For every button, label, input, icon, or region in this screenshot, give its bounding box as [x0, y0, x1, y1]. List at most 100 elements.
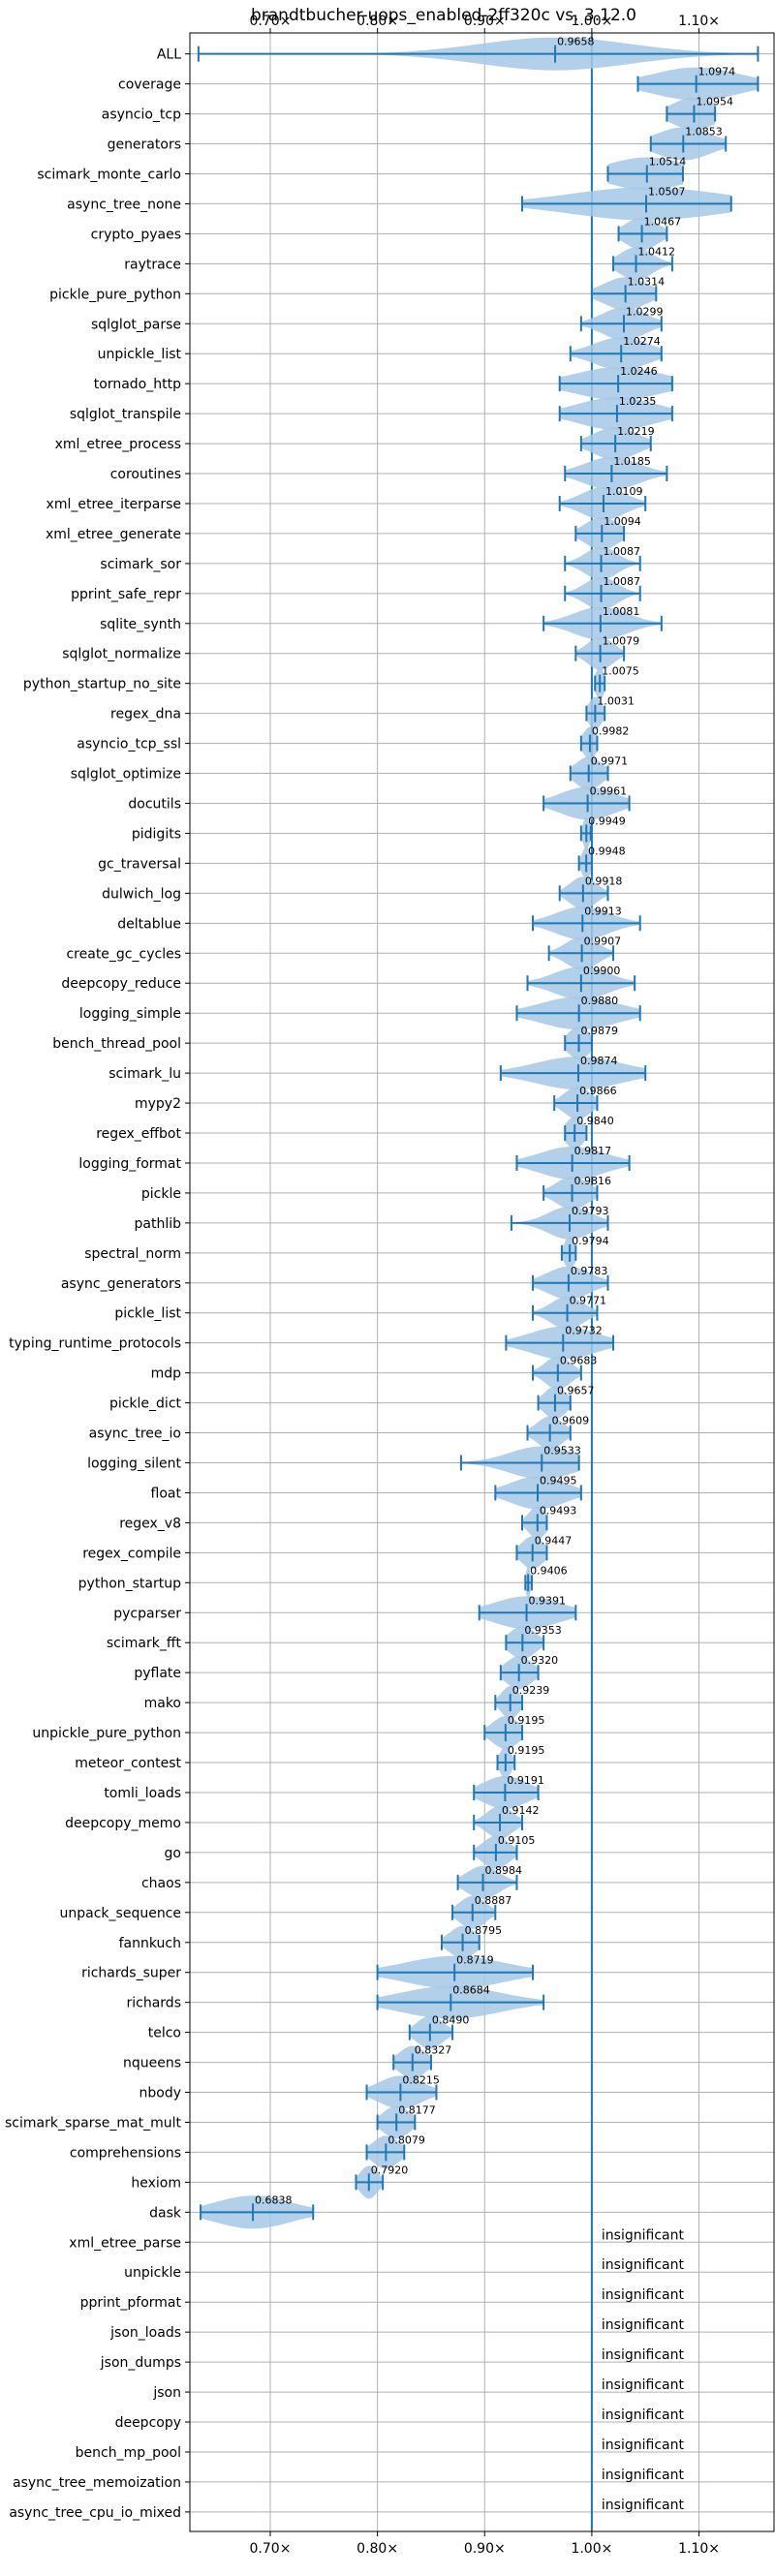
value-label: 1.0412: [637, 245, 675, 258]
value-label: 0.9658: [557, 36, 595, 48]
category-label: tomli_loads: [104, 1786, 181, 1801]
category-label: deepcopy_reduce: [61, 976, 181, 992]
category-label: deltablue: [117, 916, 181, 932]
category-label: comprehensions: [70, 2145, 181, 2161]
value-label: 0.9239: [512, 1684, 550, 1697]
value-label: 0.9142: [502, 1804, 540, 1817]
category-label: coverage: [118, 77, 181, 93]
value-label: 1.0031: [597, 695, 635, 708]
insignificant-label: insignificant: [602, 2257, 685, 2273]
category-label: pyflate: [134, 1666, 181, 1681]
category-label: pprint_safe_repr: [71, 587, 181, 602]
value-label: 0.9961: [590, 785, 628, 798]
category-label: sqlglot_optimize: [71, 767, 181, 782]
insignificant-label: insignificant: [602, 2287, 685, 2303]
tick-layer: 0.70× 0.70× 0.80× 0.80× 0.90× 0.90× 1.00× 1.00×…: [185, 14, 720, 2557]
category-label: logging_silent: [87, 1456, 181, 1471]
category-label: xml_etree_generate: [46, 527, 181, 542]
chart-title: brandtbucher-uops_enabled-2ff320c vs. 3.…: [251, 6, 636, 25]
x-tick-label-top: 1.10×: [678, 14, 720, 29]
category-label: logging_simple: [79, 1006, 181, 1022]
value-label: 0.9879: [581, 1025, 619, 1037]
category-label: asyncio_tcp_ssl: [77, 737, 181, 752]
x-tick-label-top: 0.90×: [464, 14, 506, 29]
value-label: 0.9195: [508, 1714, 545, 1727]
category-label: regex_v8: [119, 1516, 181, 1531]
value-label: 1.0079: [603, 635, 640, 648]
category-label: dulwich_log: [102, 886, 181, 902]
value-label: 1.0974: [698, 66, 736, 78]
category-label: python_startup: [78, 1576, 181, 1591]
category-label: sqlite_synth: [100, 617, 181, 632]
insignificant-label: insignificant: [602, 2347, 685, 2363]
category-label: pidigits: [132, 826, 181, 842]
value-label: 1.0185: [613, 455, 651, 468]
value-label: 1.0507: [648, 185, 686, 198]
category-label: ALL: [157, 47, 181, 63]
value-label: 1.0094: [604, 515, 641, 528]
plot-frame: [189, 32, 775, 2532]
category-label: unpickle_pure_python: [32, 1726, 181, 1741]
category-label: richards: [127, 1996, 182, 2011]
value-label: 0.9320: [521, 1654, 559, 1667]
category-label: create_gc_cycles: [66, 946, 181, 962]
category-label: pprint_pformat: [80, 2295, 182, 2311]
category-label: asyncio_tcp: [102, 107, 181, 123]
category-label: xml_etree_parse: [69, 2235, 181, 2251]
value-label: 0.8079: [388, 2133, 425, 2146]
insignificant-label: insignificant: [602, 2407, 685, 2423]
category-label: meteor_contest: [75, 1756, 181, 1771]
violin-layer: [197, 33, 760, 2531]
value-label: 0.9447: [535, 1534, 573, 1547]
category-label: docutils: [128, 797, 181, 813]
insignificant-label: insignificant: [602, 2468, 685, 2483]
category-label: scimark_monte_carlo: [37, 167, 181, 182]
category-label: deepcopy: [115, 2415, 181, 2431]
category-label: scimark_lu: [108, 1066, 181, 1082]
value-label: 0.9949: [588, 814, 626, 827]
category-label: regex_compile: [82, 1546, 181, 1561]
category-label: go: [165, 1846, 181, 1861]
grid-layer: [190, 33, 774, 2531]
value-label: 1.0075: [602, 665, 639, 678]
value-label: 0.9840: [576, 1115, 614, 1127]
insignificant-label: insignificant: [602, 2498, 685, 2513]
category-label: json_loads: [109, 2325, 181, 2341]
category-label: async_generators: [61, 1276, 181, 1292]
value-label: 0.9495: [540, 1474, 577, 1487]
category-label: mdp: [151, 1366, 182, 1382]
value-label: 0.9880: [581, 995, 619, 1007]
category-label: async_tree_cpu_io_mixed: [9, 2505, 181, 2521]
category-label: async_tree_none: [67, 197, 181, 212]
value-label: 0.9918: [585, 874, 623, 887]
category-label: scimark_fft: [107, 1636, 182, 1651]
value-label: 0.9971: [591, 755, 629, 768]
label-layer: ALL coverage asyncio_tcp generators scimark_…: [5, 36, 735, 2521]
category-label: tornado_http: [94, 377, 181, 392]
value-label: 0.9353: [524, 1624, 562, 1637]
value-label: 1.0081: [603, 605, 640, 618]
value-label: 0.7920: [371, 2163, 409, 2176]
insignificant-label: insignificant: [602, 2317, 685, 2333]
category-label: deepcopy_memo: [65, 1816, 181, 1831]
value-label: 1.0314: [628, 275, 666, 288]
x-tick-label-bottom: 1.00×: [571, 2541, 612, 2557]
category-label: logging_format: [78, 1156, 181, 1172]
value-label: 0.9493: [540, 1504, 577, 1517]
category-label: sqlglot_transpile: [70, 407, 181, 422]
value-label: 0.9816: [574, 1175, 612, 1187]
category-label: json: [152, 2385, 181, 2401]
category-label: pickle_pure_python: [49, 287, 181, 302]
x-tick-label-top: 1.00×: [571, 14, 612, 29]
category-label: unpickle_list: [98, 347, 182, 362]
value-label: 1.0219: [617, 425, 655, 438]
insignificant-label: insignificant: [602, 2227, 685, 2243]
category-label: pickle_list: [114, 1306, 181, 1322]
value-label: 0.8795: [465, 1924, 503, 1937]
value-label: 0.9406: [530, 1564, 568, 1577]
category-label: scimark_sparse_mat_mult: [5, 2115, 181, 2131]
value-label: 0.9913: [584, 905, 622, 917]
value-label: 1.0087: [604, 545, 641, 558]
category-label: json_dumps: [100, 2355, 181, 2371]
value-label: 0.9771: [570, 1295, 607, 1307]
